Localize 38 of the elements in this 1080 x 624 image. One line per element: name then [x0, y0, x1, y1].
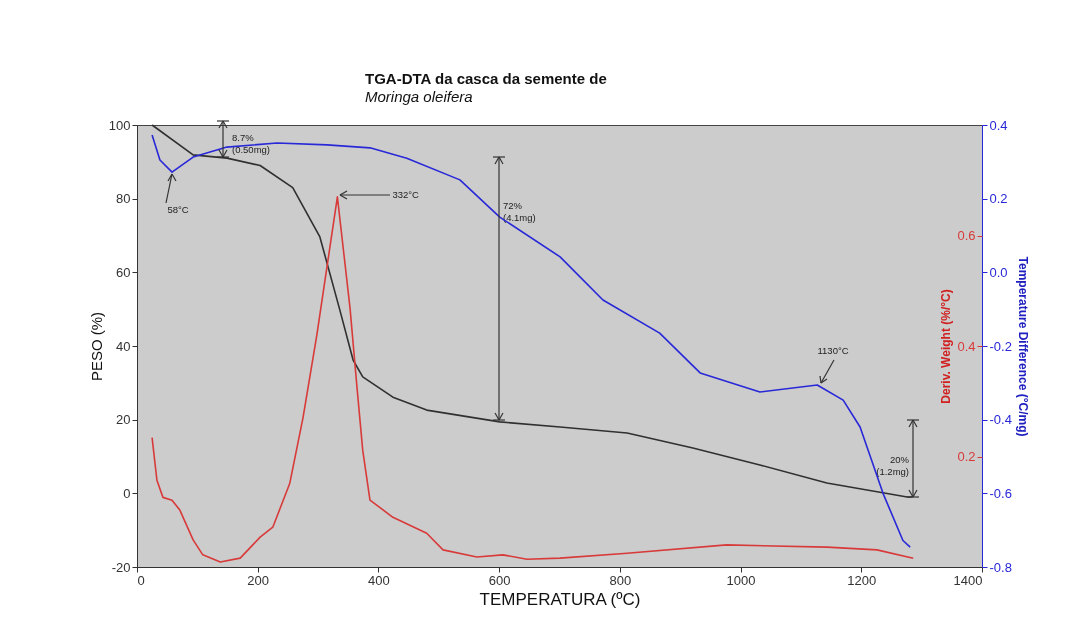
y3-tick-label: 0.4	[957, 338, 976, 354]
annotation: 20% (1.2mg)	[876, 454, 910, 477]
x-tick-label: 1400	[953, 572, 983, 588]
y-tick-label: 0	[123, 485, 131, 501]
y2-tick-label: -0.2	[989, 338, 1012, 354]
y-tick-label: 80	[116, 191, 131, 207]
y3-tick-label: 0.6	[957, 228, 976, 243]
annotation: 332°C	[392, 188, 420, 200]
x-tick-label: 800	[609, 572, 632, 588]
y-tick-label: 40	[116, 338, 131, 354]
annotation: 8.7% (0.50mg)	[232, 132, 271, 155]
y-tick-label: 60	[116, 264, 131, 280]
line-series	[151, 196, 914, 563]
y-tick-label: 20	[116, 412, 131, 428]
annotation: 58°C	[167, 204, 189, 216]
annotation: 72% (4.1mg)	[503, 200, 536, 223]
x-tick-label: 0	[137, 572, 145, 588]
x-tick-label: 1000	[726, 572, 756, 588]
y-tick-label: -20	[111, 559, 131, 575]
y2-tick-label: 0.0	[989, 264, 1008, 280]
annotation: 1130°C	[817, 345, 849, 357]
y2-axis-title: Temperature Difference (°C/mg)	[1015, 256, 1030, 437]
y2-tick-label: -0.8	[989, 559, 1012, 575]
y2-tick-label: -0.4	[989, 412, 1012, 428]
y3-tick-label: 0.2	[957, 449, 976, 464]
x-tick-label: 200	[247, 572, 270, 588]
y-tick-label: 100	[108, 117, 131, 133]
y2-tick-label: 0.4	[989, 117, 1008, 133]
y-axis-title: PESO (%)	[87, 311, 105, 382]
y2-tick-label: 0.2	[989, 191, 1008, 207]
y3-axis-title: Deriv. Weight (%/°C)	[939, 289, 954, 404]
x-tick-label: 600	[488, 572, 511, 588]
x-tick-label: 1200	[847, 572, 877, 588]
y2-tick-label: -0.6	[989, 485, 1012, 501]
chart-title: TGA-DTA da casca da semente de	[365, 70, 607, 87]
x-axis-title: TEMPERATURA (ºC)	[479, 589, 641, 609]
chart-subtitle: Moringa oleifera	[365, 88, 473, 105]
x-tick-label: 400	[368, 572, 390, 588]
